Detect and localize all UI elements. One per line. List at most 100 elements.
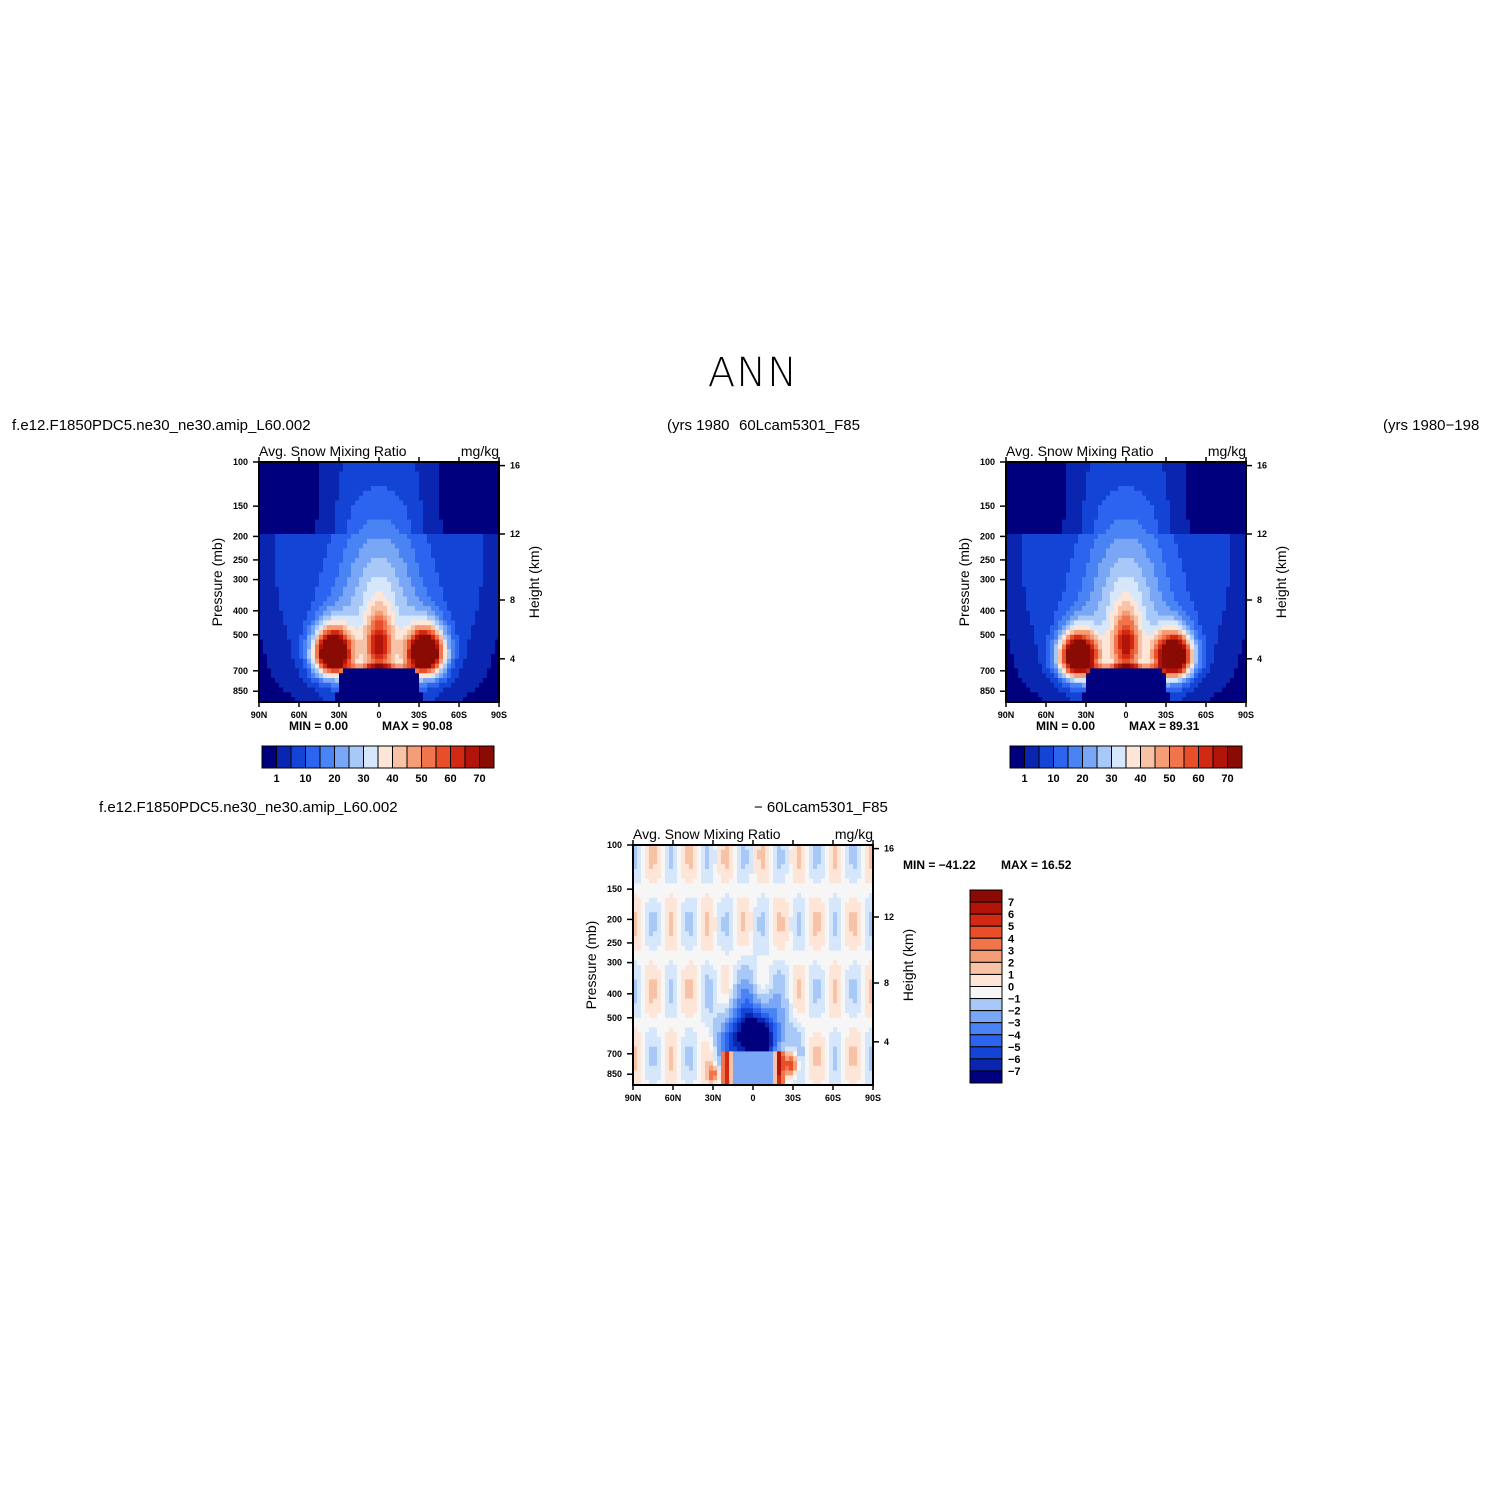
field-cell [1014, 486, 1019, 492]
field-cell [315, 668, 320, 674]
field-cell [379, 471, 384, 477]
field-cell [1018, 567, 1023, 573]
colorbar-label: 70 [473, 773, 485, 785]
field-cell [455, 639, 460, 645]
field-cell [335, 500, 340, 506]
field-cell [1062, 567, 1067, 573]
field-cell [295, 481, 300, 487]
field-cell [287, 486, 292, 492]
field-cell [299, 548, 304, 554]
field-cell [1082, 582, 1087, 588]
field-cell [407, 514, 412, 521]
field-cell [363, 625, 368, 631]
field-cell [1082, 510, 1087, 516]
field-cell [347, 663, 352, 669]
field-cell [435, 524, 440, 530]
field-cell [287, 678, 292, 684]
field-cell [363, 471, 368, 477]
field-cell [383, 476, 388, 482]
field-cell [1182, 572, 1187, 578]
field-cell [263, 649, 268, 655]
field-cell [1214, 481, 1219, 487]
field-cell [259, 500, 264, 506]
field-cell [319, 471, 324, 477]
field-cell [379, 476, 384, 482]
field-cell [1018, 538, 1023, 545]
x-tick-label: 90S [491, 710, 507, 720]
field-cell [1146, 548, 1151, 554]
field-cell [351, 529, 356, 535]
field-cell [307, 476, 312, 482]
field-cell [1098, 543, 1103, 549]
field-cell [1014, 543, 1019, 549]
field-cell [371, 476, 376, 482]
field-cell [327, 572, 332, 578]
field-cell [447, 529, 452, 535]
field-cell [415, 610, 420, 617]
field-cell [319, 548, 324, 554]
field-cell [279, 654, 284, 660]
field-cell [1218, 519, 1223, 525]
field-cell [1122, 490, 1127, 497]
field-cell [339, 562, 344, 569]
field-cell [427, 553, 432, 559]
field-cell [1222, 567, 1227, 573]
field-cell [1110, 462, 1115, 468]
field-cell [311, 692, 316, 698]
field-cell [331, 682, 336, 689]
field-cell [423, 649, 428, 655]
field-cell [1030, 524, 1035, 530]
field-cell [459, 644, 464, 650]
colorbar-label: 10 [299, 773, 311, 785]
field-cell [343, 562, 348, 569]
field-cell [1010, 610, 1015, 617]
field-cell [1082, 577, 1087, 583]
field-cell [483, 577, 488, 583]
field-cell [1162, 558, 1167, 564]
field-cell [1106, 534, 1111, 540]
field-cell [339, 534, 344, 540]
field-cell [1142, 510, 1147, 516]
field-cell [1102, 543, 1107, 549]
field-cell [279, 644, 284, 650]
field-cell [319, 490, 324, 497]
field-cell [351, 692, 356, 698]
field-cell [271, 634, 276, 641]
field-cell [399, 490, 404, 497]
field-cell [311, 505, 316, 511]
field-cell [1082, 476, 1087, 482]
field-cell [311, 591, 316, 597]
field-cell [287, 524, 292, 530]
field-cell [1198, 529, 1203, 535]
field-cell [387, 596, 392, 602]
field-cell [1086, 562, 1091, 569]
field-cell [379, 514, 384, 521]
field-cell [275, 625, 280, 631]
field-cell [375, 620, 380, 626]
field-cell [1194, 553, 1199, 559]
field-cell [1158, 486, 1163, 492]
field-cell [1138, 514, 1143, 521]
field-cell [283, 586, 288, 593]
field-cell [1226, 471, 1231, 477]
field-cell [435, 500, 440, 506]
field-cell [1146, 543, 1151, 549]
field-cell [447, 476, 452, 482]
field-cell [391, 529, 396, 535]
field-cell [1198, 486, 1203, 492]
field-cell [443, 586, 448, 593]
field-cell [479, 495, 484, 501]
field-cell [1230, 558, 1235, 564]
field-cell [395, 572, 400, 578]
field-cell [443, 673, 448, 679]
field-cell [1206, 543, 1211, 549]
field-cell [363, 567, 368, 573]
field-cell [487, 649, 492, 655]
field-cell [1166, 519, 1171, 525]
field-cell [1234, 514, 1239, 521]
field-cell [1062, 476, 1067, 482]
field-cell [1102, 553, 1107, 559]
field-cell [1198, 476, 1203, 482]
field-cell [331, 582, 336, 588]
field-cell [1194, 500, 1199, 506]
